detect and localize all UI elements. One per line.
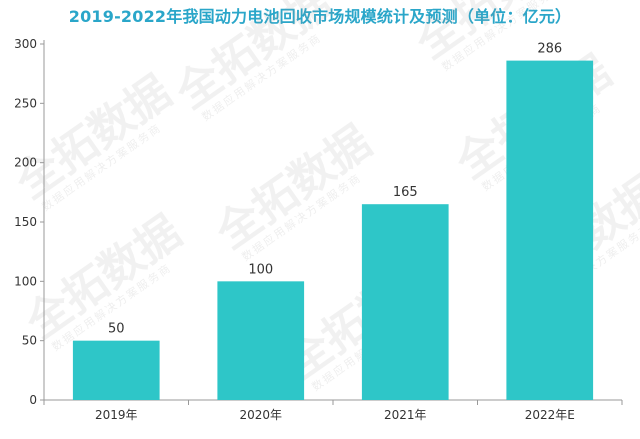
y-tick-label: 200 [14, 156, 37, 170]
x-tick-label: 2021年 [384, 408, 427, 422]
data-labels: 50 100 165 286 [108, 42, 562, 337]
bars [72, 60, 594, 400]
chart-title: 2019-2022年我国动力电池回收市场规模统计及预测（单位：亿元） [68, 7, 572, 26]
y-tick-label: 0 [29, 393, 37, 407]
watermark-main-text: 全拓数据 [166, 0, 340, 120]
x-tick-label: 2019年 [95, 408, 138, 422]
x-tick-label: 2020年 [239, 408, 282, 422]
x-tick-label: 2022年E [525, 408, 575, 422]
bar [361, 204, 449, 400]
y-tick-label: 100 [14, 274, 37, 288]
bar-value-label: 100 [248, 262, 273, 277]
y-tick-label: 150 [14, 215, 37, 229]
y-tick-label: 300 [14, 37, 37, 51]
bar-value-label: 50 [108, 322, 125, 337]
y-axis: 0 50 100 150 200 250 300 [14, 37, 45, 407]
y-tick-label: 50 [22, 334, 37, 348]
bar [217, 281, 305, 400]
bar-value-label: 286 [537, 42, 562, 57]
bar [506, 60, 594, 400]
bar-value-label: 165 [393, 185, 418, 200]
y-tick-label: 250 [14, 96, 37, 110]
bar [72, 340, 160, 400]
x-axis: 2019年 2020年 2021年 2022年E [43, 399, 623, 422]
